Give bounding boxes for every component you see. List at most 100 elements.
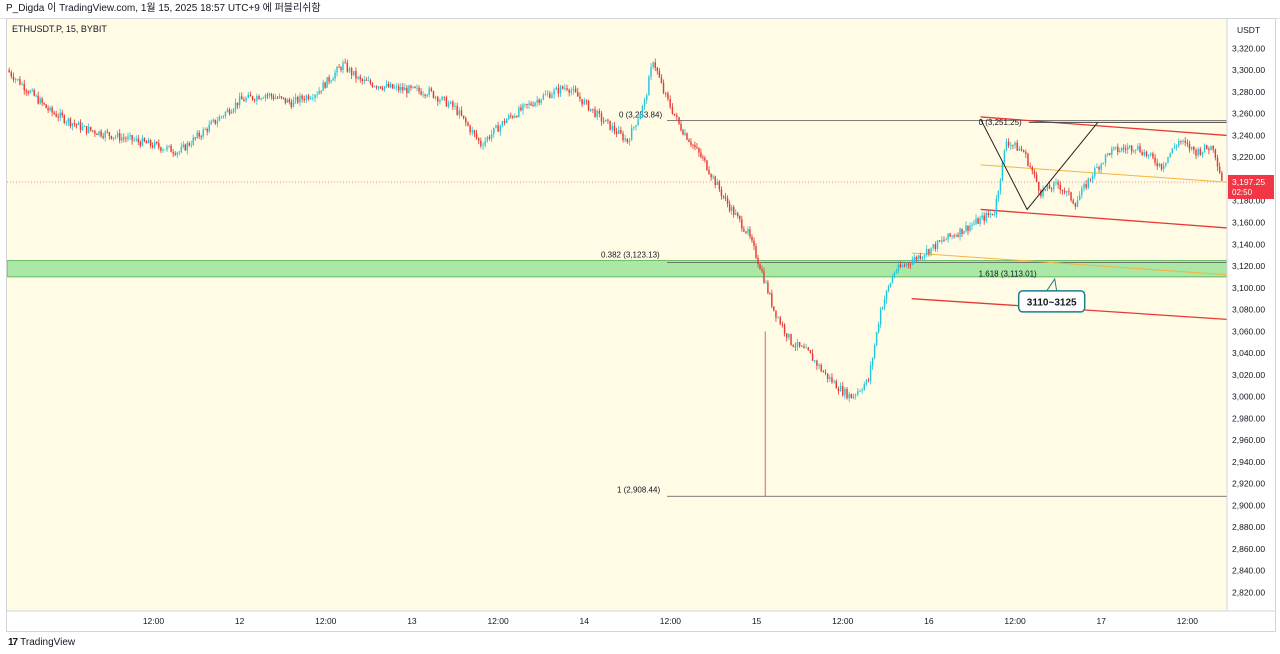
candle-body [1218, 166, 1221, 173]
candle-body [708, 170, 710, 175]
x-tick-label: 12:00 [487, 616, 509, 626]
candle-body [98, 131, 100, 135]
candle-body [794, 346, 797, 348]
candle-body [176, 152, 178, 155]
candle-body [1063, 190, 1066, 193]
candle-body [757, 257, 759, 264]
x-tick-label: 13 [407, 616, 417, 626]
candle-body [1162, 165, 1165, 170]
candle-body [258, 95, 260, 100]
candle-body [143, 138, 146, 142]
candle-body [879, 309, 882, 325]
candle-body [137, 138, 140, 142]
candle-body [375, 86, 378, 88]
candle-body [658, 71, 661, 78]
candle-body [21, 83, 23, 85]
candle-body [871, 357, 874, 366]
chart-area[interactable]: 0 (3,253.84) 0.382 (3,123.13) 1 (2,908.44)… [6, 18, 1276, 632]
candle-body [96, 133, 98, 135]
candle-body [643, 100, 646, 106]
candle-body [486, 136, 489, 141]
candle-body [1139, 146, 1141, 153]
candle-body [196, 132, 198, 138]
candle-body [8, 70, 10, 73]
trendline [980, 116, 1228, 137]
candle-body [712, 176, 714, 178]
candle-body [428, 88, 430, 96]
candle-body [245, 97, 247, 102]
candle-body [270, 93, 273, 97]
candle-body [975, 218, 977, 224]
candle-body [911, 260, 914, 265]
candle-body [303, 99, 305, 101]
candle-body [108, 132, 111, 136]
candle-body [654, 62, 656, 68]
candle-body [1081, 188, 1083, 196]
candle-body [979, 218, 981, 224]
candle-body [865, 379, 868, 385]
candle-body [10, 72, 13, 77]
candle-body [639, 114, 641, 120]
candle-body [696, 147, 698, 149]
candle-body [1190, 146, 1193, 150]
candle-body [49, 107, 51, 111]
candle-body [570, 90, 573, 93]
candle-body [949, 233, 951, 237]
candle-body [792, 344, 794, 347]
candle-body [164, 149, 166, 151]
candle-body [985, 213, 987, 221]
candle-body [667, 93, 669, 99]
candle-body [1018, 148, 1021, 151]
candle-body [1029, 165, 1031, 168]
tradingview-logo[interactable]: 17 TradingView [8, 637, 75, 648]
candle-body [801, 345, 803, 347]
candle-body [499, 125, 501, 132]
candle-body [106, 131, 109, 133]
candle-body [133, 139, 135, 141]
candle-body [230, 111, 233, 114]
candle-body [923, 254, 926, 257]
candle-body [510, 115, 512, 117]
candle-body [938, 240, 941, 242]
candle-body [280, 96, 283, 98]
candle-body [783, 324, 786, 334]
price-chart[interactable]: 0 (3,253.84)0.382 (3,123.13)1 (2,908.44)… [7, 19, 1275, 631]
candle-body [1098, 167, 1100, 170]
candle-body [121, 137, 123, 141]
candle-body [963, 231, 965, 234]
candle-body [449, 101, 452, 104]
candle-body [452, 101, 454, 107]
candle-body [326, 77, 328, 88]
candle-body [118, 133, 121, 141]
candle-body [747, 229, 749, 233]
candle-body [1126, 147, 1129, 150]
candle-body [251, 96, 254, 100]
candle-body [809, 350, 812, 354]
candle-body [936, 240, 939, 249]
candle-body [27, 91, 29, 94]
candle-body [1210, 145, 1212, 151]
candle-body [241, 96, 243, 100]
candle-body [941, 239, 943, 242]
candle-body [796, 342, 799, 347]
candle-body [961, 228, 963, 234]
candle-body [260, 98, 262, 100]
candle-body [759, 263, 761, 270]
y-tick-label: 2,980.00 [1232, 413, 1265, 423]
candle-body [714, 176, 716, 185]
last-price-badge [1228, 174, 1274, 199]
candle-body [43, 102, 45, 105]
candle-body [957, 235, 959, 237]
candle-body [1130, 145, 1133, 152]
candle-body [769, 292, 771, 294]
y-tick-label: 2,940.00 [1232, 457, 1265, 467]
candle-body [706, 160, 708, 171]
candle-body [73, 123, 76, 125]
candle-body [147, 139, 150, 144]
candle-body [216, 120, 219, 124]
candle-body [389, 84, 392, 88]
candle-body [57, 116, 59, 118]
candle-body [564, 88, 566, 89]
candle-body [842, 386, 844, 396]
candle-body [887, 286, 890, 291]
